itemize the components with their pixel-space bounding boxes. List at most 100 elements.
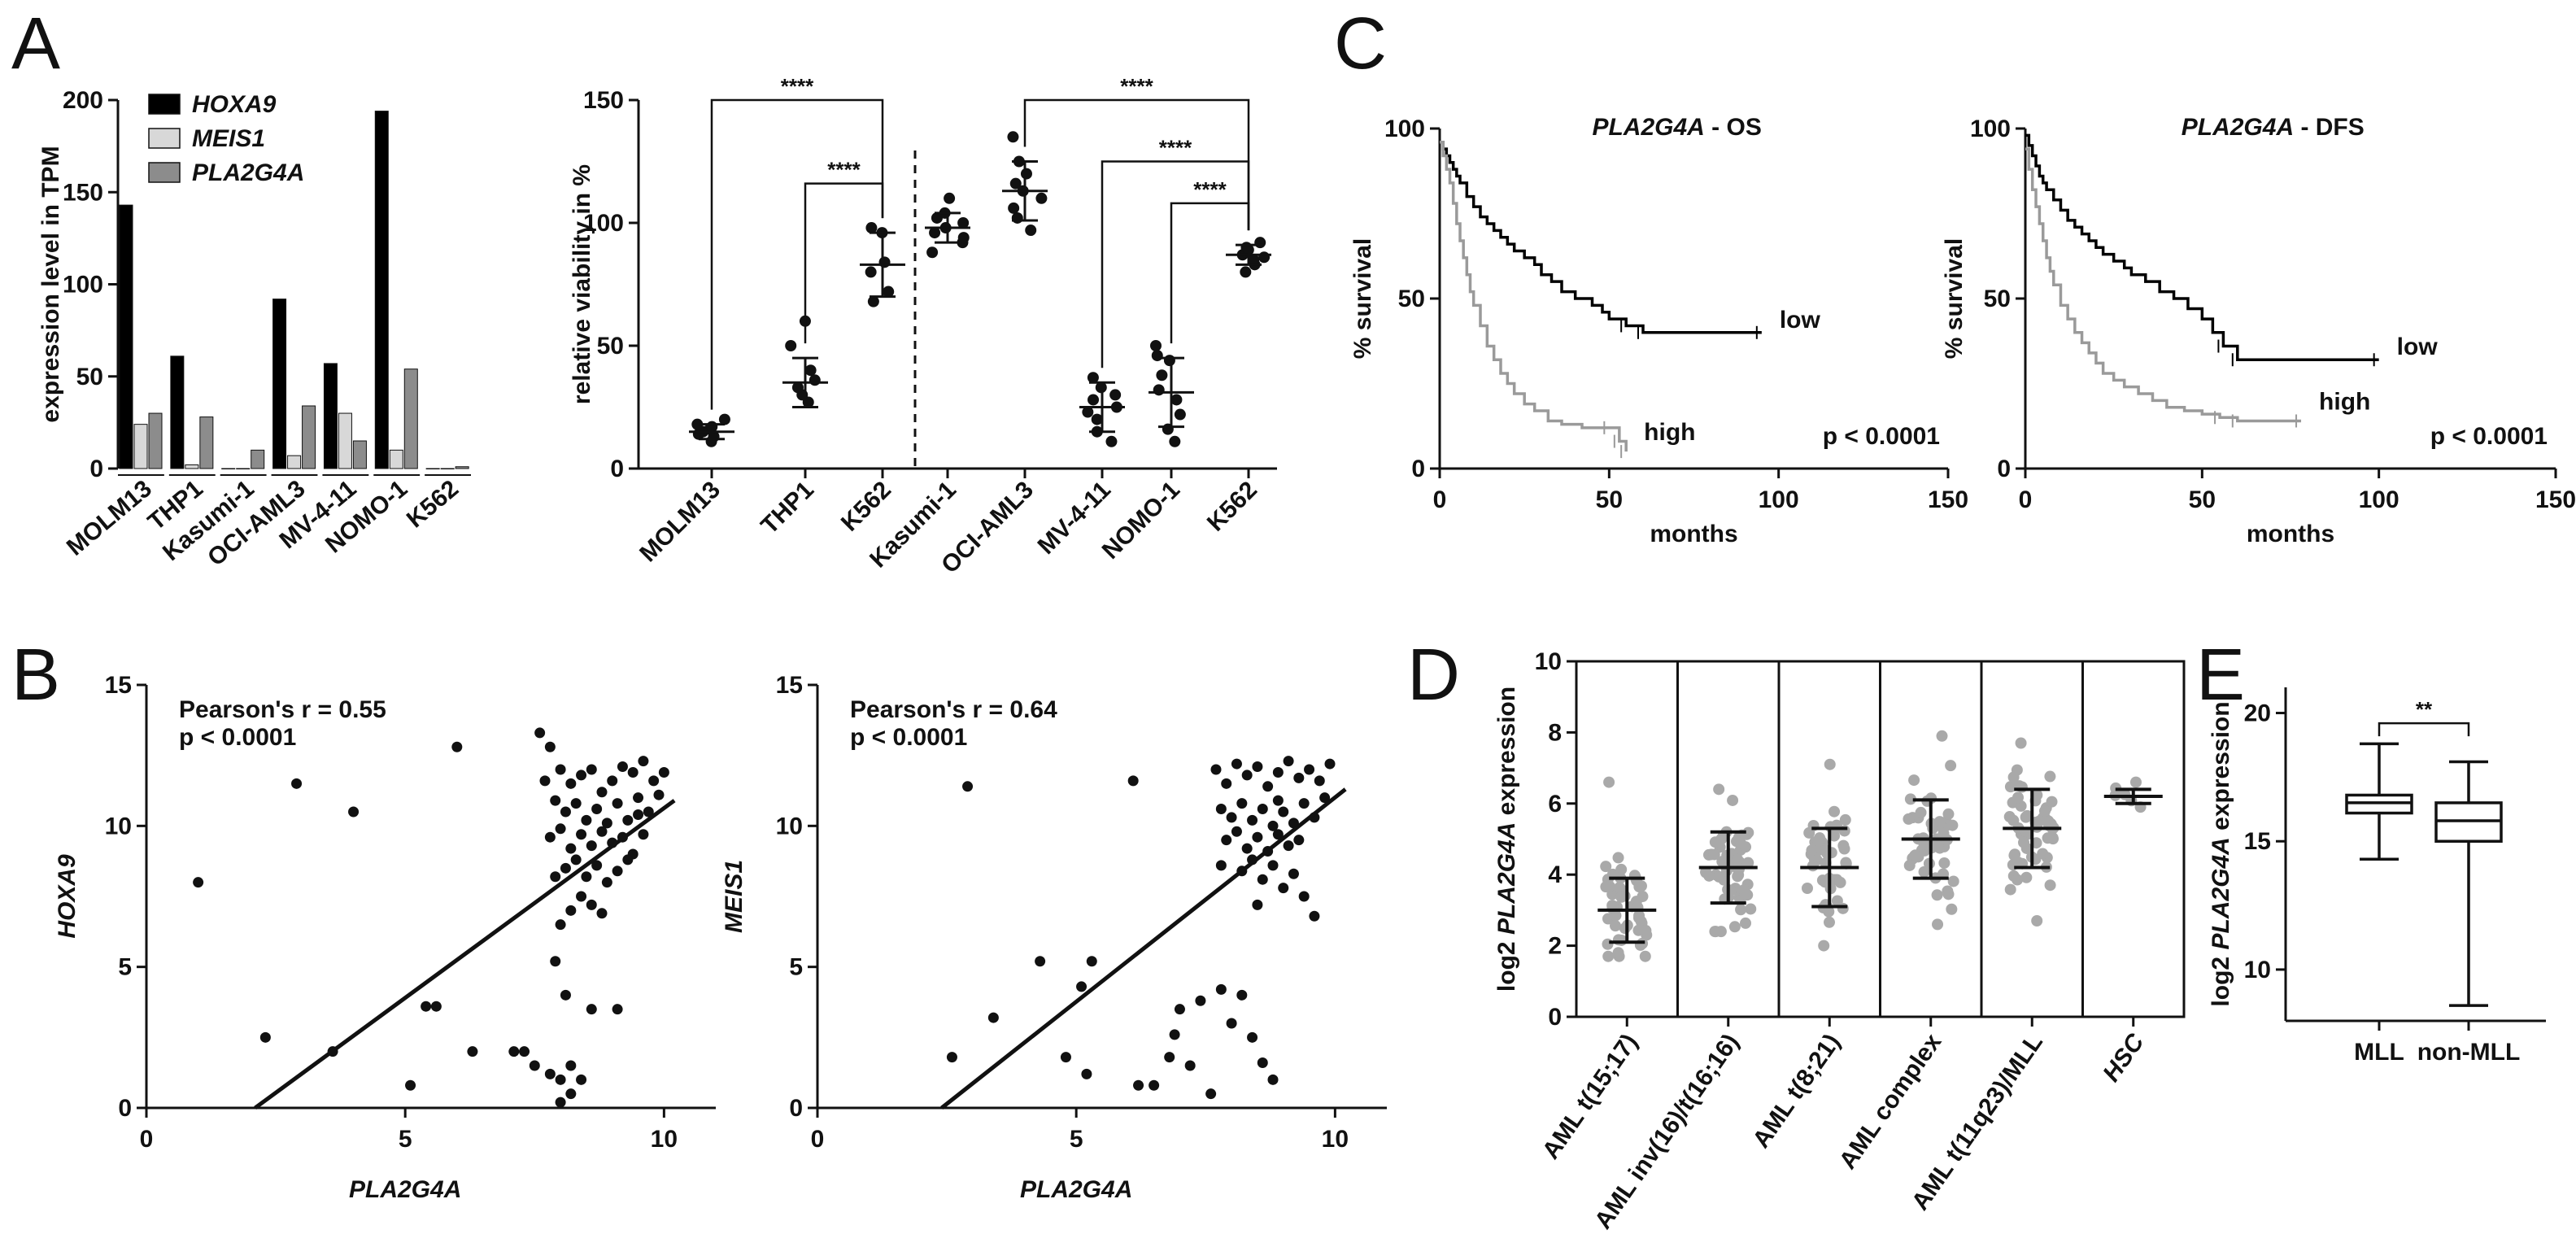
b2-point [1272, 829, 1284, 840]
a2-y-tick-label: 50 [597, 333, 624, 360]
b1-x-tick-label: 5 [399, 1126, 412, 1153]
b2-point [987, 1012, 999, 1023]
b1-point [601, 818, 612, 829]
b2-point [1293, 772, 1305, 783]
a2-point [804, 364, 817, 377]
a1-y-tick-label: 200 [63, 87, 103, 114]
d-point [1715, 926, 1727, 938]
b2-x-tick-label: 5 [1070, 1126, 1083, 1153]
d-point [1603, 776, 1615, 788]
d-point [2004, 883, 2016, 896]
a2-point [1008, 202, 1020, 214]
c2-y-axis-title: % survival [1941, 238, 1968, 359]
b1-point [405, 1079, 416, 1091]
b1-point [638, 829, 649, 840]
e-category-label: non-MLL [2417, 1039, 2521, 1066]
title-suffix: - OS [1705, 114, 1762, 141]
c2-curve-low [2025, 133, 2379, 361]
e-y-axis-title-part: PLA2G4A [2208, 837, 2234, 949]
b2-point [1226, 812, 1237, 823]
b2-point [1304, 764, 1315, 775]
c1-x-axis-title: months [1650, 521, 1737, 547]
d-point [1639, 950, 1651, 962]
b1-point [560, 989, 571, 1001]
chart-c-dfs-survival: 0 50 100 0 50 100 150 % survival months PLA2G4A -… [1941, 114, 2576, 547]
b1-y-tick-label: 15 [105, 672, 132, 699]
a2-point [1151, 350, 1163, 362]
d-point [1839, 813, 1851, 826]
d-point [1823, 916, 1835, 928]
b1-x-tick-label: 0 [140, 1126, 154, 1153]
a2-point [1091, 413, 1103, 425]
d-point [2015, 800, 2027, 812]
b2-fit-line [940, 787, 1347, 1110]
a1-y-tick-label: 50 [76, 364, 103, 390]
c2-x-tick-label: 100 [2359, 486, 2399, 513]
b1-point [643, 806, 654, 818]
c2-series-label: low [2397, 334, 2439, 360]
b1-point [576, 770, 587, 781]
b2-point [1236, 798, 1248, 809]
a1-bar-meis1 [185, 464, 199, 469]
b2-point [1278, 883, 1289, 894]
b1-point [586, 840, 597, 852]
a2-point [1174, 408, 1186, 421]
b2-point [1210, 764, 1222, 775]
d-point [1807, 860, 1819, 872]
chart-c-os-survival: 0 50 100 0 50 100 150 % survival months PLA2G4A -… [1349, 114, 1968, 547]
b2-point [1278, 806, 1289, 818]
d-point [1614, 882, 1626, 894]
a2-point [1240, 242, 1253, 254]
d-point [2015, 737, 2027, 749]
d-point [1942, 888, 1955, 900]
b1-point [612, 798, 623, 809]
d-point [1727, 794, 1739, 806]
d-point [1938, 857, 1951, 869]
d-point [1745, 903, 1757, 915]
e-y-tick-label: 10 [2244, 957, 2271, 983]
a2-point [1007, 131, 1019, 143]
a2-point [1020, 168, 1032, 180]
b1-point [601, 877, 612, 888]
d-point [2020, 871, 2033, 883]
b2-point [1252, 899, 1263, 910]
a1-y-tick-label: 150 [63, 179, 103, 206]
a2-point [1109, 389, 1122, 401]
d-point [1931, 889, 1943, 901]
b1-point [508, 1046, 520, 1057]
d-point [2007, 814, 2020, 826]
d-category-label: AML t(8;21) [1748, 1029, 1846, 1153]
d-category-label: AML complex [1834, 1029, 1947, 1175]
b2-point [1184, 1060, 1196, 1071]
a2-point [1087, 394, 1100, 406]
chart-b-hoxa9-scatter: 0 5 10 15 0 5 10 HOXA9 PLA2G4A Pearson's r = 0.55… [54, 672, 716, 1203]
b1-point [596, 826, 608, 837]
c2-p-value: p < 0.0001 [2430, 423, 2548, 450]
b2-point [1215, 983, 1227, 995]
a2-point [1082, 406, 1094, 418]
d-y-tick-label: 2 [1548, 933, 1562, 960]
d-y-tick-label: 10 [1535, 648, 1562, 675]
d-point [1828, 805, 1841, 818]
c1-series-label: high [1644, 419, 1695, 446]
d-point [1918, 838, 1930, 850]
a2-point [1163, 355, 1175, 367]
a1-bar-hoxa9 [323, 363, 338, 469]
b1-point [576, 829, 587, 840]
b1-point [291, 778, 303, 789]
d-point [1946, 903, 1958, 915]
b1-point [648, 775, 660, 787]
a2-point [926, 246, 939, 259]
a2-point [1153, 384, 1165, 396]
b2-point [1324, 758, 1336, 770]
d-point [2018, 836, 2030, 848]
a2-significance-bracket [1170, 202, 1250, 344]
a1-bar-pla2g4a [352, 440, 367, 469]
d-point [1600, 861, 1612, 873]
c2-x-tick-label: 50 [2189, 486, 2216, 513]
c1-y-tick-label: 0 [1411, 456, 1425, 482]
b2-point [1195, 995, 1206, 1006]
panel-letter-d: D [1407, 634, 1460, 716]
b2-y-tick-label: 10 [776, 813, 803, 839]
b2-point [1133, 1079, 1144, 1091]
